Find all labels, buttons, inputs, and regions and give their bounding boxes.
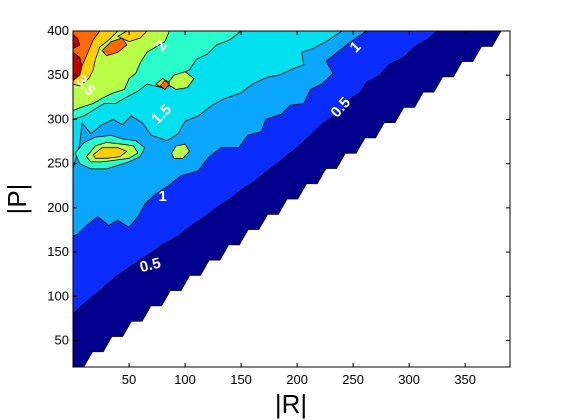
x-tick-label-0: 50: [122, 372, 136, 387]
y-tick-label-1: 100: [47, 288, 69, 303]
contour-label-2: 1: [158, 188, 166, 205]
x-tick-label-5: 300: [398, 372, 420, 387]
x-tick-label-3: 200: [286, 372, 308, 387]
contour-level-4-patch-b: [159, 80, 170, 90]
y-tick-label-4: 250: [47, 156, 69, 171]
axis-ticks: 50 100 150 200 250 300 350 50 100 150 200 250 300 350…: [47, 23, 510, 387]
y-tick-label-5: 300: [47, 111, 69, 126]
y-tick-label-2: 150: [47, 244, 69, 259]
contour-level-3-patch-b: [166, 71, 195, 90]
contour-level-peak: [73, 51, 83, 81]
x-axis-label: |R|: [275, 389, 307, 419]
contour-level-3-patch-c: [171, 143, 190, 159]
y-tick-label-6: 350: [47, 67, 69, 82]
y-tick-label-0: 50: [55, 332, 69, 347]
contour-label-0: 0.5: [138, 255, 162, 277]
contour-level-3-5-patch-a: [92, 147, 128, 159]
contour-fills: [73, 31, 510, 367]
x-tick-label-4: 250: [342, 372, 364, 387]
contour-level-3-5-patch-c: [117, 31, 148, 42]
contour-level-4-patch: [101, 37, 128, 57]
y-tick-label-7: 400: [47, 23, 69, 38]
contour-level-peak-b: [73, 34, 81, 50]
x-tick-label-2: 150: [230, 372, 252, 387]
plot-frame: [72, 30, 511, 368]
y-axis-label: |P|: [2, 184, 32, 215]
x-tick-label-1: 100: [174, 372, 196, 387]
x-tick-label-6: 350: [454, 372, 476, 387]
y-tick-label-3: 200: [47, 200, 69, 215]
